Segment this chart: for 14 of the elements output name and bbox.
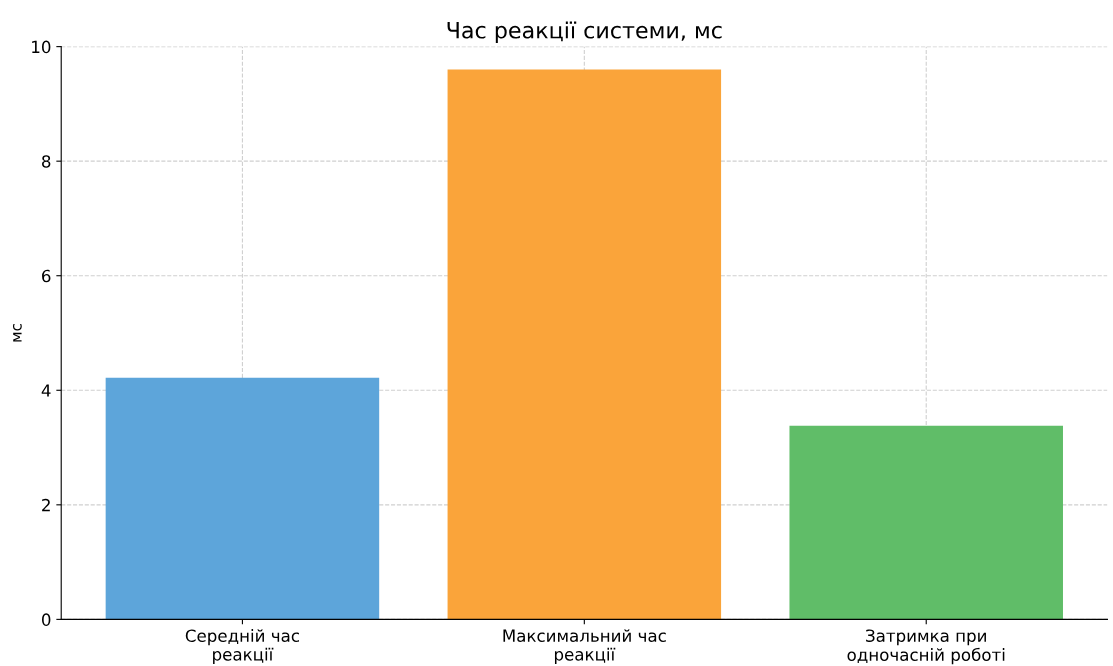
y-tick-label: 6	[42, 269, 51, 283]
y-tick-label: 0	[41, 613, 51, 626]
x-tick-label: Затримка при одночасній роботі	[847, 629, 1005, 665]
chart-title: Час реакції системи, мс	[447, 21, 722, 43]
y-axis-title: мс	[13, 323, 22, 342]
y-tick-label: 10	[32, 40, 51, 54]
y-tick-label: 4	[41, 384, 51, 397]
y-tick-label: 8	[42, 155, 51, 168]
bar	[789, 425, 1063, 620]
x-tick-label: Максимальний час реакції	[503, 629, 666, 664]
x-tick-label: Середній час реакції	[185, 629, 299, 664]
bar	[447, 69, 722, 620]
bar	[105, 377, 380, 620]
y-tick-label: 2	[42, 498, 50, 512]
